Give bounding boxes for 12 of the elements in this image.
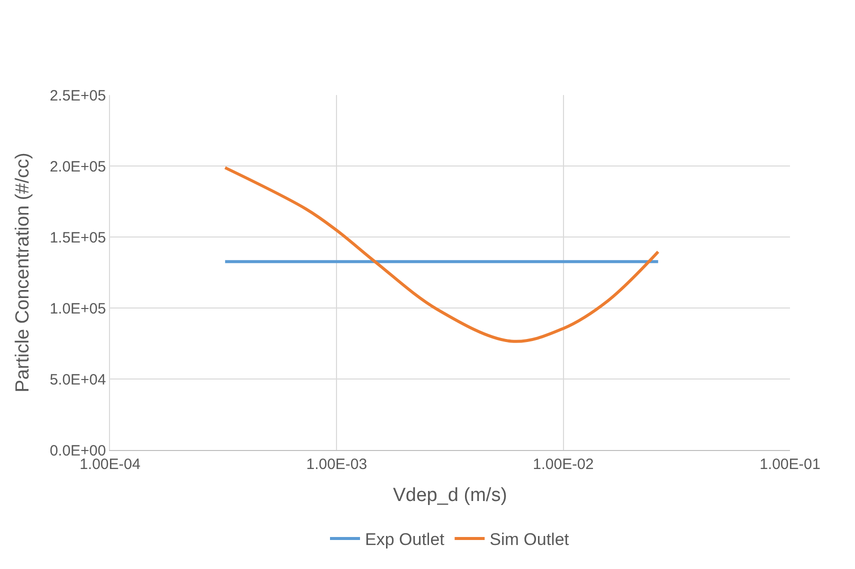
y-tick-label: 1.5E+05 (50, 229, 106, 246)
legend-label: Sim Outlet (490, 530, 570, 550)
y-tick-label: 5.0E+04 (50, 371, 106, 388)
y-tick-label: 2.5E+05 (50, 87, 106, 104)
x-tick-label: 1.00E-02 (532, 456, 594, 473)
x-tick-label: 1.00E-01 (760, 456, 820, 473)
x-axis-title: Vdep_d (m/s) (392, 484, 508, 506)
x-tick-label: 1.00E-03 (306, 456, 368, 473)
legend-label: Exp Outlet (365, 530, 445, 550)
y-tick-label: 1.0E+05 (50, 300, 106, 318)
y-axis-title: Particle Concentration (#/cc) (12, 152, 34, 392)
y-tick-label: 2.0E+05 (50, 158, 106, 176)
